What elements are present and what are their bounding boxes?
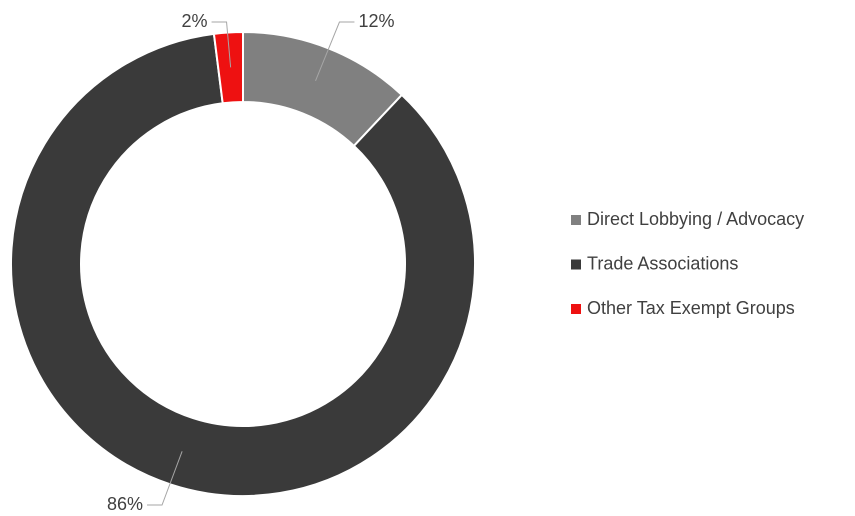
data-label: 12% xyxy=(358,11,394,31)
legend-label: Other Tax Exempt Groups xyxy=(587,298,795,318)
legend-swatch xyxy=(571,304,581,314)
data-label: 86% xyxy=(107,494,143,514)
legend-swatch xyxy=(571,259,581,270)
donut-slice xyxy=(212,30,244,105)
donut-slice xyxy=(10,32,476,497)
legend-label: Direct Lobbying / Advocacy xyxy=(587,209,804,229)
leader-line xyxy=(211,21,232,68)
data-label: 2% xyxy=(182,11,208,31)
leader-line xyxy=(315,21,355,82)
legend-swatch xyxy=(571,215,581,225)
leader-line xyxy=(147,451,183,506)
legend-label: Trade Associations xyxy=(587,253,738,273)
